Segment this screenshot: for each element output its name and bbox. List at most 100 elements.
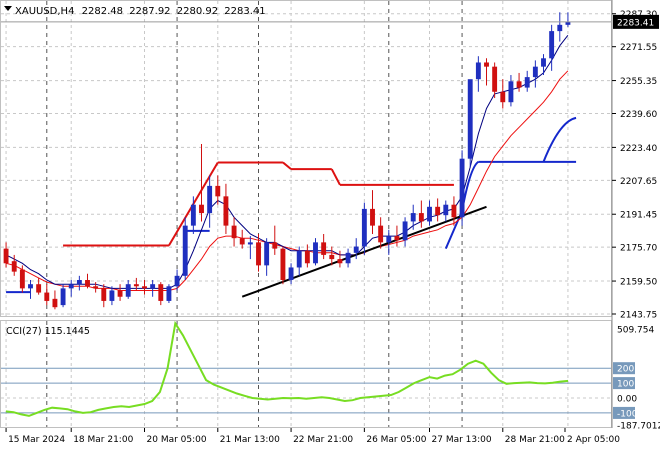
bear-candle xyxy=(256,233,261,272)
candle-body xyxy=(410,213,416,222)
bear-candle xyxy=(272,225,278,255)
donchian-upper-step xyxy=(330,168,341,186)
bear-candle xyxy=(239,229,245,249)
candle-body xyxy=(256,242,261,266)
bull-candle xyxy=(402,217,408,247)
cci-tick-label: -100 xyxy=(617,409,638,419)
cci-level-badge xyxy=(613,377,635,390)
bull-candle xyxy=(60,284,66,308)
bull-candle xyxy=(524,70,530,92)
candle-body xyxy=(272,242,278,249)
bear-candle xyxy=(451,196,457,226)
time-axis: 15 Mar 2024 18 Mar 21:00 20 Mar 05:00 21 Ma… xyxy=(5,428,620,445)
candle-body xyxy=(174,275,180,287)
bear-candle xyxy=(85,273,90,289)
candle-body xyxy=(524,77,530,88)
candle-body xyxy=(443,204,449,216)
bull-candle xyxy=(264,238,270,276)
candle-body xyxy=(500,91,506,103)
price-tick-label: 2223.40 xyxy=(620,144,657,154)
bull-candle xyxy=(475,56,481,92)
time-tick-label: 21 Mar 13:00 xyxy=(220,435,280,445)
bear-candle xyxy=(19,265,25,293)
bear-candle xyxy=(101,284,107,308)
candle-body xyxy=(557,24,563,32)
candle-body xyxy=(296,250,302,268)
fast-moving-average xyxy=(5,34,569,289)
candle-body xyxy=(321,242,327,255)
candle-body xyxy=(304,250,310,264)
cci-tick-label: 200 xyxy=(617,365,634,375)
bull-candle xyxy=(313,238,318,266)
bear-candle xyxy=(199,144,204,222)
bull-candle xyxy=(386,229,392,255)
bull-candle xyxy=(345,248,351,268)
candle-body xyxy=(361,208,367,247)
bear-candle xyxy=(117,284,123,301)
candle-body xyxy=(418,213,424,222)
candle-body xyxy=(60,288,66,306)
price-pane-frame xyxy=(0,0,612,317)
candle-body xyxy=(133,284,139,287)
triangle-down-icon[interactable] xyxy=(4,6,12,11)
candle-body xyxy=(117,290,123,297)
bull-candle xyxy=(288,263,294,285)
candle-body xyxy=(68,284,74,289)
price-tick-label: 2175.70 xyxy=(620,244,657,254)
candle-body xyxy=(459,158,465,218)
candle-body xyxy=(427,206,432,222)
bull-candle xyxy=(247,236,253,260)
candle-body xyxy=(484,62,489,67)
bear-candle xyxy=(418,200,424,228)
bear-candle xyxy=(484,58,489,86)
bear-candle xyxy=(231,217,237,247)
symbol-header[interactable]: XAUUSD,H4 2282.48 2287.92 2280.92 2283.4… xyxy=(4,6,266,17)
bull-candle xyxy=(353,238,359,260)
candle-body xyxy=(231,225,237,239)
donchian-lower-rise xyxy=(542,116,577,163)
bear-candle xyxy=(44,284,50,306)
bull-candle xyxy=(532,60,538,88)
bear-candle xyxy=(280,246,286,285)
candle-body xyxy=(549,31,555,59)
bear-candle xyxy=(329,246,335,266)
bear-candle xyxy=(52,290,58,310)
candle-body xyxy=(313,242,318,264)
bull-candle xyxy=(150,280,156,297)
candle-body xyxy=(492,66,498,92)
bear-candle xyxy=(142,280,147,295)
candle-body xyxy=(11,261,17,272)
bull-candle xyxy=(296,246,302,276)
bear-candle xyxy=(11,254,17,276)
candle-body xyxy=(288,267,294,281)
candle-body xyxy=(541,58,546,67)
bull-candle xyxy=(68,280,74,297)
ohlc-close: 2283.41 xyxy=(224,6,265,17)
bear-candle xyxy=(394,225,400,247)
candle-body xyxy=(207,185,213,214)
bull-candle xyxy=(109,286,115,306)
bear-candle xyxy=(321,233,327,260)
bull-candle xyxy=(459,150,465,226)
candle-body xyxy=(264,242,270,266)
time-tick-label: 28 Mar 21:00 xyxy=(505,435,565,445)
bear-candle xyxy=(158,282,164,306)
candle-body xyxy=(76,280,82,285)
bull-candle xyxy=(427,200,432,226)
candle-body xyxy=(166,286,172,301)
bull-candle xyxy=(467,79,473,168)
ohlc-low: 2280.92 xyxy=(177,6,218,17)
bear-candle xyxy=(36,277,42,295)
candle-body xyxy=(345,252,351,264)
time-tick-label: 27 Mar 13:00 xyxy=(432,435,492,445)
candle-body xyxy=(516,81,522,88)
bear-candle xyxy=(516,72,522,92)
price-tick-label: 2159.50 xyxy=(620,278,657,288)
candle-body xyxy=(378,225,384,243)
cci-label: CCI(27) 115.1445 xyxy=(6,326,90,337)
candle-body xyxy=(394,236,400,241)
time-tick-label: 18 Mar 21:00 xyxy=(73,435,133,445)
candle-body xyxy=(36,284,42,293)
bull-candle xyxy=(28,280,33,299)
